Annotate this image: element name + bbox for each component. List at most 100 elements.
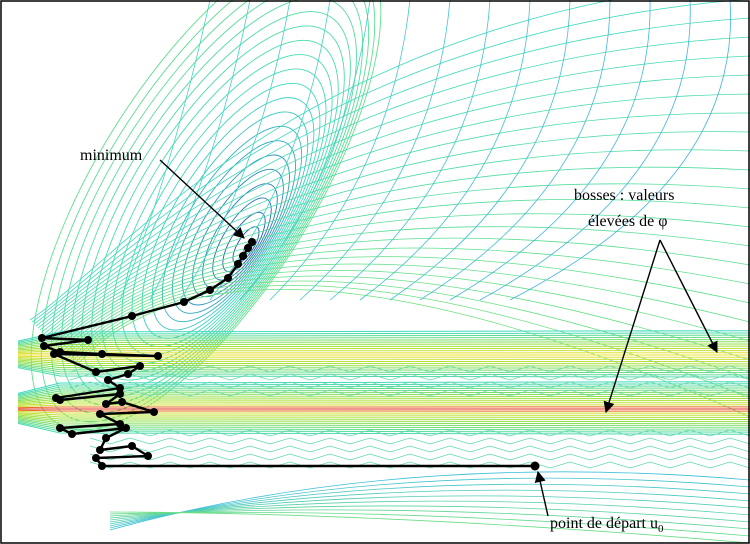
contour-valley-line	[75, 289, 750, 418]
contour-lobe-line	[359, 0, 531, 301]
contour-lobe-line	[509, 0, 731, 301]
contour-lobe-line	[119, 0, 211, 301]
contour-lobe-line	[269, 0, 411, 301]
descent-iterate-point	[56, 348, 64, 356]
contour-valley-line	[29, 0, 614, 321]
contour-ridge-line	[17, 422, 750, 435]
contour-basin-line	[141, 97, 315, 339]
descent-iterate-point	[150, 408, 158, 416]
contour-lobe-line	[179, 0, 291, 301]
contour-ridge-line	[17, 391, 750, 400]
contour-valley-line	[47, 149, 750, 339]
descent-iterate-point	[96, 410, 104, 418]
descent-iterate-point	[124, 370, 132, 378]
annotation-bumps: bosses : valeurs élevées de φ	[574, 187, 718, 414]
contour-ridge-line	[17, 362, 750, 369]
contour-ridge-line	[17, 404, 750, 408]
contour-lower-line	[109, 511, 750, 544]
descent-iterate-point	[144, 452, 152, 460]
contour-lobe-line	[329, 0, 491, 301]
contour-valley-line	[31, 0, 744, 323]
contour-valley-line	[49, 166, 750, 341]
arrow-minimum	[159, 159, 245, 239]
contour-ridge-line	[17, 360, 750, 367]
contour-ridge-line	[17, 381, 750, 394]
contour-valley-line	[63, 256, 750, 355]
descent-iterate-point	[136, 362, 144, 370]
contour-ridge-line	[17, 410, 750, 414]
descent-iterate-point	[38, 334, 46, 342]
contour-basin-line	[60, 0, 364, 406]
contour-ridge-line	[17, 359, 750, 365]
contour-ridge-line	[17, 414, 750, 420]
descent-iterate-point	[128, 442, 136, 450]
descent-iterate-point	[234, 260, 242, 268]
contour-valley-line	[35, 36, 750, 327]
contour-lobe-line	[299, 0, 451, 301]
label-bumps-line2: élevées de φ	[588, 213, 667, 230]
contour-lobe-line	[479, 0, 691, 301]
contour-ridge-line	[17, 415, 750, 423]
descent-iterate-point	[98, 462, 106, 470]
contour-ridge-line	[17, 357, 750, 360]
contour-ridge-line	[17, 339, 750, 347]
contour-ridge-line	[17, 413, 750, 418]
descent-iterate-point	[244, 244, 252, 252]
contour-valley-line	[59, 237, 750, 351]
label-start: point de départ u0	[550, 515, 664, 535]
descent-iterate-point	[102, 434, 110, 442]
contour-ridge-line	[17, 416, 750, 425]
contour-ridge-line	[17, 334, 750, 345]
descent-iterate-point	[118, 398, 126, 406]
contour-ridge-line	[17, 383, 750, 396]
contour-valley-line	[37, 55, 750, 329]
descent-iterate-point	[116, 420, 124, 428]
descent-iterate-point	[102, 400, 110, 408]
contour-valley-line	[65, 263, 750, 357]
contour-chevron-line	[89, 437, 750, 445]
contour-lobe-line	[449, 0, 651, 301]
contour-valley-line	[45, 131, 750, 337]
contour-chevron-line	[69, 373, 750, 381]
descent-iterate-point	[98, 350, 106, 358]
descent-iterate-point	[239, 252, 247, 260]
contour-valley-line	[55, 213, 750, 347]
contour-chevron-line	[89, 453, 750, 461]
contour-ridge-line	[17, 387, 750, 398]
descent-iterate-point	[180, 298, 188, 306]
contour-lobe-line	[149, 0, 251, 301]
contour-basin-line	[151, 111, 309, 331]
label-start-subscript: 0	[658, 523, 664, 535]
contour-ridge-line	[17, 358, 750, 363]
descent-iterate-point	[92, 368, 100, 376]
annotation-minimum: minimum	[80, 147, 245, 239]
contour-basin-line	[101, 39, 339, 373]
phi-symbol: φ	[658, 213, 667, 230]
contour-ridge-line	[17, 350, 750, 353]
contour-ridge-line	[17, 330, 750, 342]
contour-basin-line	[212, 197, 272, 281]
contour-ridge-line	[17, 341, 750, 348]
contour-lobe-line	[239, 0, 371, 301]
contour-valley-line	[51, 183, 750, 343]
descent-iterate-point	[224, 274, 232, 282]
descent-iterate-point	[248, 238, 256, 246]
label-minimum: minimum	[80, 147, 143, 164]
descent-iterate-point	[84, 336, 92, 344]
contour-ridge-line	[17, 365, 750, 376]
contour-valley-line	[69, 275, 750, 361]
arrow-bump-lower	[603, 239, 661, 414]
arrow-start	[534, 470, 549, 517]
descent-iterate-point	[116, 384, 124, 392]
contour-lobe-line	[389, 0, 571, 301]
contour-basin-line	[161, 125, 303, 323]
annotation-start: point de départ u0	[534, 470, 664, 535]
descent-iterate-point	[122, 424, 130, 432]
descent-iterate-point	[56, 424, 64, 432]
descent-path	[38, 238, 540, 471]
descent-iterate-point	[206, 286, 214, 294]
contour-ridge-line	[17, 393, 750, 402]
contour-chevron-line	[89, 461, 750, 469]
